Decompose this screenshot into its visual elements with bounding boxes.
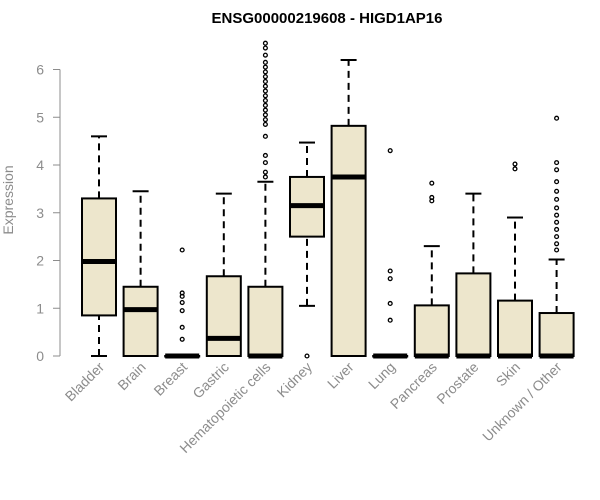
box-group xyxy=(497,161,533,359)
outlier-point xyxy=(554,205,560,211)
outlier-point xyxy=(262,174,268,180)
y-tick-label: 5 xyxy=(36,109,44,125)
y-tick-label: 1 xyxy=(36,300,44,316)
outlier-point xyxy=(262,74,268,80)
outlier-point xyxy=(554,188,560,194)
box-iqr xyxy=(247,285,284,358)
y-axis-title: Expression xyxy=(0,165,16,234)
x-tick-label: Liver xyxy=(324,359,357,392)
x-tick-label: Kidney xyxy=(274,359,316,401)
outlier-point xyxy=(262,117,268,123)
y-tick-label: 6 xyxy=(36,62,44,78)
x-tick-label: Lung xyxy=(365,359,398,392)
outlier-point xyxy=(179,290,185,296)
outlier-point xyxy=(179,308,185,314)
outlier-point xyxy=(554,219,560,225)
chart-title: ENSG00000219608 - HIGD1AP16 xyxy=(212,10,443,27)
plot-area xyxy=(81,40,575,359)
outlier-point xyxy=(554,196,560,202)
outlier-point xyxy=(262,97,268,104)
outlier-point xyxy=(429,194,435,201)
outlier-point xyxy=(262,102,268,108)
outlier-point xyxy=(262,160,268,166)
box-group xyxy=(455,192,492,359)
outlier-point xyxy=(554,179,560,185)
outlier-point xyxy=(179,299,185,306)
outlier-point xyxy=(262,152,268,159)
outlier-point xyxy=(429,180,435,186)
box-group xyxy=(164,247,201,359)
x-tick-label: Breast xyxy=(150,359,190,399)
x-tick-label: Prostate xyxy=(433,359,481,407)
box-group xyxy=(538,115,575,359)
box-group xyxy=(330,58,367,357)
box-group xyxy=(372,148,409,359)
y-tick-label: 2 xyxy=(36,253,44,269)
box-group xyxy=(81,135,117,357)
outlier-point xyxy=(262,59,268,65)
outlier-point xyxy=(554,160,560,166)
outlier-point xyxy=(262,133,268,139)
outlier-point xyxy=(262,107,268,113)
outlier-point xyxy=(262,121,268,127)
outlier-point xyxy=(387,317,393,323)
outlier-point xyxy=(179,247,185,253)
x-tick-label: Unknown / Other xyxy=(479,359,565,445)
box-iqr xyxy=(413,304,450,358)
y-tick-label: 3 xyxy=(36,205,44,221)
box-group xyxy=(122,190,159,358)
outlier-point xyxy=(554,241,560,247)
outlier-point xyxy=(554,234,560,240)
outlier-point xyxy=(387,276,393,282)
outlier-point xyxy=(554,167,560,173)
outlier-point xyxy=(554,115,560,121)
outlier-point xyxy=(554,226,560,233)
outlier-point xyxy=(304,353,310,359)
box-iqr xyxy=(497,299,533,357)
box-iqr xyxy=(538,312,575,357)
outlier-point xyxy=(179,336,185,342)
outlier-point xyxy=(262,112,268,118)
x-tick-label: Skin xyxy=(493,359,524,390)
y-axis: 0 1 2 3 4 5 6 xyxy=(36,62,61,364)
box-iqr xyxy=(122,285,159,358)
outlier-point xyxy=(262,45,268,51)
outlier-point xyxy=(512,166,518,172)
outlier-point xyxy=(262,52,268,58)
outlier-point xyxy=(262,169,268,175)
outlier-point xyxy=(512,161,518,167)
outlier-point xyxy=(179,324,185,330)
outlier-point xyxy=(262,78,268,84)
box-group xyxy=(289,141,325,359)
outlier-point xyxy=(554,212,560,218)
outlier-point xyxy=(387,268,393,274)
y-tick-label: 0 xyxy=(36,348,44,364)
outlier-point xyxy=(387,148,393,154)
box-iqr xyxy=(455,272,492,357)
outlier-point xyxy=(554,247,560,253)
outlier-point xyxy=(262,93,268,99)
x-tick-label: Brain xyxy=(114,359,148,393)
outlier-point xyxy=(262,69,268,75)
box-group xyxy=(247,40,284,359)
box-group xyxy=(413,180,450,359)
outlier-point xyxy=(387,300,393,307)
outlier-point xyxy=(262,40,268,46)
box-group xyxy=(205,192,242,358)
outlier-point xyxy=(262,64,268,70)
y-tick-label: 4 xyxy=(36,157,44,173)
box-iqr xyxy=(205,275,242,358)
outlier-point xyxy=(262,88,268,94)
box-iqr xyxy=(330,124,367,357)
outlier-point xyxy=(262,83,268,89)
x-tick-label: Bladder xyxy=(62,359,108,405)
box-iqr xyxy=(81,197,117,317)
